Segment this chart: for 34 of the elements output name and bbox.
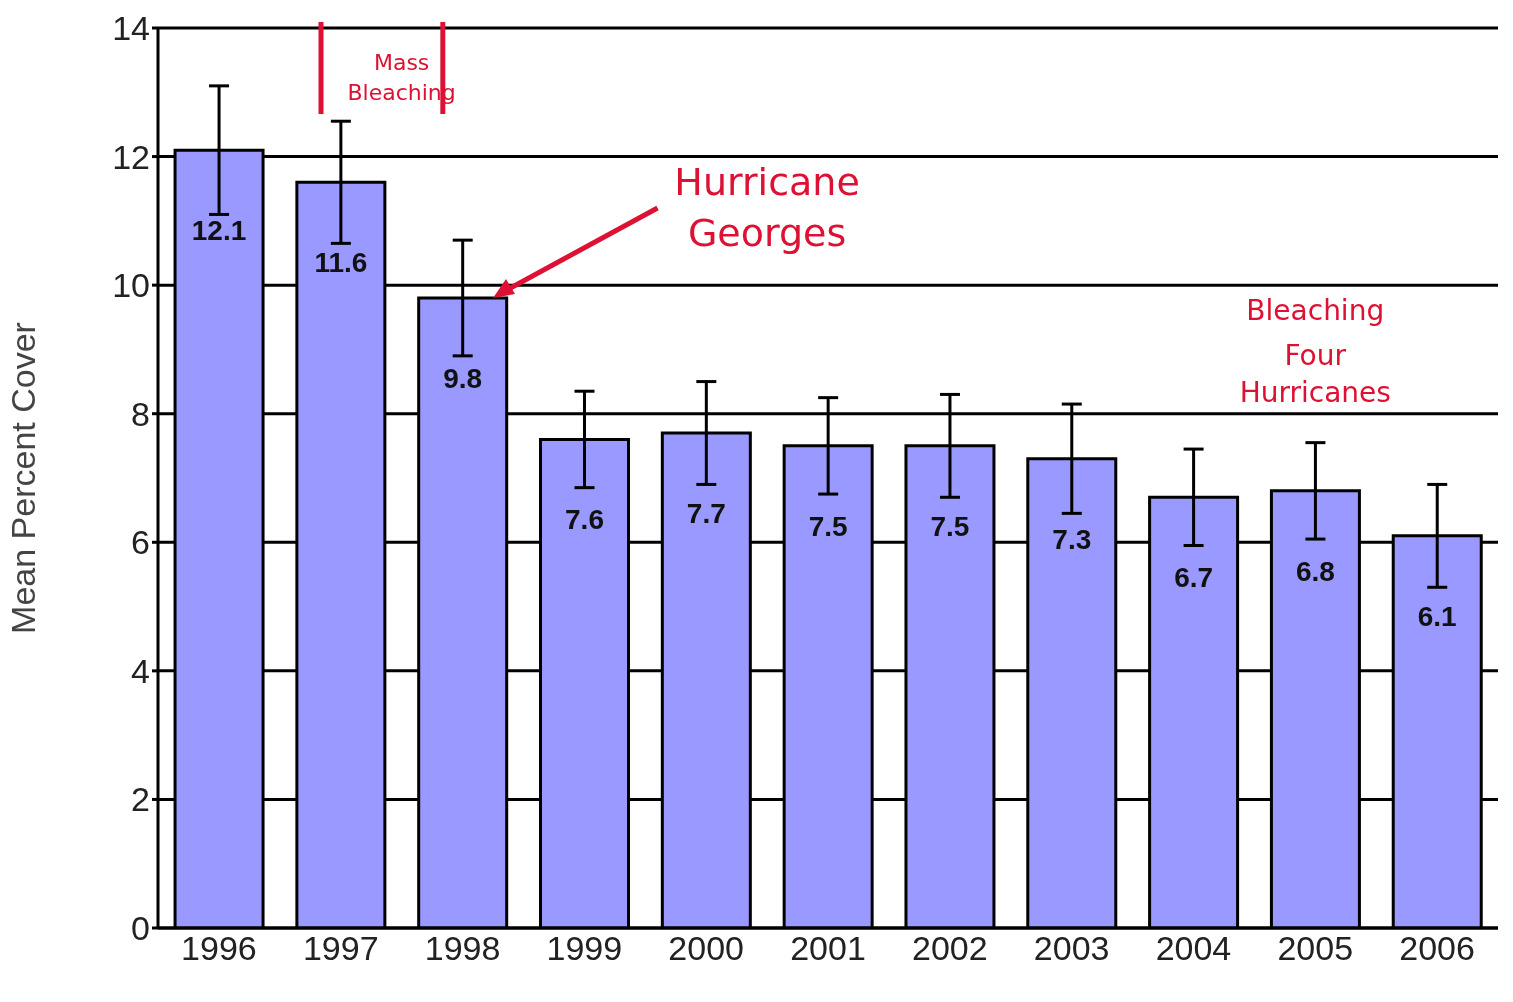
y-tick-label: 10 [112, 266, 150, 305]
x-tick-label: 2000 [668, 929, 744, 968]
data-label: 6.8 [1295, 555, 1335, 587]
annotation: Four Hurricanes [1238, 337, 1392, 412]
data-label: 7.5 [808, 510, 848, 542]
y-tick-label: 8 [131, 394, 150, 433]
x-tick-label: 1999 [546, 929, 623, 968]
data-label: 9.8 [443, 362, 483, 394]
y-tick-label: 14 [112, 9, 150, 48]
data-label: 11.6 [314, 247, 368, 279]
y-tick-label: 6 [131, 523, 150, 562]
data-label: 12.1 [191, 215, 247, 247]
x-tick-label: 2002 [912, 929, 988, 968]
y-tick-label: 4 [131, 651, 150, 690]
x-tick-label: 1996 [181, 929, 257, 968]
x-tick-label: 2005 [1277, 929, 1354, 968]
x-tick-label: 1998 [424, 929, 501, 968]
data-label: 7.7 [686, 497, 726, 529]
y-axis-title: Mean Percent Cover [4, 322, 43, 634]
x-tick-label: 2004 [1155, 929, 1232, 968]
y-tick-label: 12 [112, 137, 150, 176]
annotation: Hurricane Georges [673, 158, 861, 257]
y-tick-label: 2 [131, 780, 150, 819]
x-tick-label: 2006 [1399, 929, 1475, 968]
x-tick-label: 1997 [302, 929, 379, 968]
x-tick-label: 2001 [790, 929, 866, 968]
data-label: 7.5 [930, 510, 970, 542]
data-label: 6.7 [1174, 562, 1214, 594]
y-tick-label: 0 [131, 909, 150, 948]
data-label: 7.6 [565, 504, 604, 536]
data-label: 7.3 [1052, 523, 1092, 555]
annotation: Bleaching [1245, 292, 1386, 329]
data-label: 6.1 [1417, 600, 1457, 632]
x-tick-label: 2003 [1033, 929, 1110, 968]
